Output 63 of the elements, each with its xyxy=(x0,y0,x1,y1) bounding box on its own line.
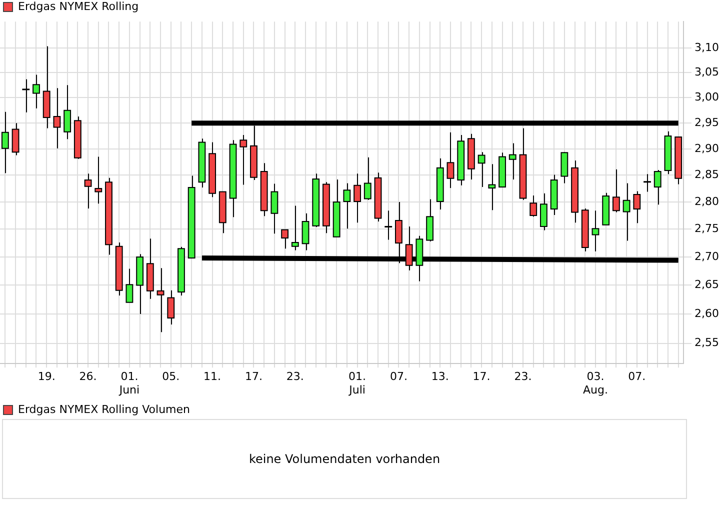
x-tick-label: 26. xyxy=(79,370,97,384)
candlestick xyxy=(622,182,630,242)
candlestick xyxy=(167,290,175,325)
y-tick-label: 2,70 xyxy=(694,250,720,263)
y-tick-label: 2,90 xyxy=(694,142,720,155)
y-tick-label: 3,00 xyxy=(694,90,720,104)
x-tick-label: 11. xyxy=(204,370,222,384)
candlestick xyxy=(302,212,310,251)
candlestick xyxy=(478,152,486,188)
candlestick xyxy=(612,168,620,213)
candlestick xyxy=(488,164,496,211)
text: keine Volumendaten vorhanden xyxy=(248,452,440,466)
x-tick-label: 19. xyxy=(38,370,56,384)
candlestick xyxy=(156,268,164,333)
x-tick-label: 23. xyxy=(514,370,532,384)
candlestick xyxy=(508,142,516,180)
candlestick xyxy=(64,84,72,140)
candlestick xyxy=(84,173,92,209)
text: Erdgas NYMEX Rolling Volumen xyxy=(18,403,190,416)
candlestick xyxy=(530,195,538,218)
candlestick xyxy=(354,173,361,224)
candlestick xyxy=(633,190,641,224)
x-tick-label: 05. xyxy=(162,370,180,384)
x-tick-label: 17. xyxy=(472,370,490,384)
y-tick-label: 2,65 xyxy=(694,278,720,292)
candlestick xyxy=(384,210,392,240)
y-tick-label: 3,10 xyxy=(694,41,720,54)
x-tick-label: 01. Juni xyxy=(118,370,140,396)
y-tick-label: 3,05 xyxy=(694,66,720,79)
candlestick xyxy=(281,229,289,250)
y-tick-label: 2,75 xyxy=(694,222,720,236)
candlestick xyxy=(12,122,20,156)
x-tick-label: 07. xyxy=(628,370,646,384)
candlestick xyxy=(540,192,548,231)
legend-label: Erdgas NYMEX Rolling xyxy=(18,0,139,13)
y-tick-label: 2,60 xyxy=(694,306,720,320)
x-tick-label: 17. xyxy=(244,370,262,384)
candlestick xyxy=(22,78,30,113)
x-tick-label: 03. Aug. xyxy=(582,370,608,396)
y-tick-label: 2,80 xyxy=(694,194,720,208)
candlestick xyxy=(1,111,9,174)
candlestick xyxy=(343,182,351,230)
candlestick xyxy=(446,132,454,189)
x-tick-label: 13. xyxy=(431,370,449,384)
candlestick xyxy=(644,174,651,192)
y-tick-label: 2,95 xyxy=(694,116,720,129)
x-tick-label: 23. xyxy=(286,370,304,384)
candlestick xyxy=(94,156,102,204)
candlestick xyxy=(53,88,61,149)
candlestick xyxy=(32,74,40,109)
candlestick xyxy=(240,134,248,186)
candlestick xyxy=(270,183,278,234)
candlestick xyxy=(654,169,662,206)
candlestick xyxy=(126,268,134,303)
candlestick xyxy=(364,156,372,200)
y-tick-label: 2,85 xyxy=(694,168,720,182)
y-tick-label: 2,55 xyxy=(694,336,720,350)
candlestick xyxy=(592,210,600,252)
candlestick xyxy=(291,205,299,251)
candlestick xyxy=(560,152,568,184)
x-tick-label: 01. Juli xyxy=(348,370,366,396)
candlestick xyxy=(426,198,434,242)
x-tick-label: 07. xyxy=(390,370,408,384)
